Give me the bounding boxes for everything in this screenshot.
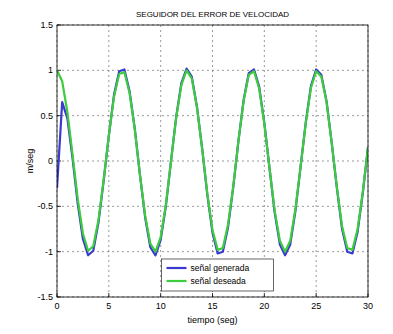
y-grid-line: [57, 251, 368, 252]
x-tick-label: 30: [363, 301, 373, 311]
y-tick-label: -1.5: [37, 292, 53, 302]
series-line: [57, 69, 368, 256]
y-tick-label: -1: [45, 247, 53, 257]
x-tick-label: 0: [54, 301, 59, 311]
y-tick-label: 1: [48, 65, 53, 75]
title: SEGUIDOR DEL ERROR DE VELOCIDAD: [136, 10, 289, 19]
legend-label: señal deseada: [191, 276, 247, 286]
series-line: [57, 70, 368, 251]
x-tick: [264, 293, 265, 297]
x-tick: [316, 293, 317, 297]
x-tick-label: 20: [259, 301, 269, 311]
x-tick-label: 5: [106, 301, 111, 311]
y-tick-label: 0: [48, 156, 53, 166]
plot-area: [57, 25, 368, 297]
y-grid-line: [57, 206, 368, 207]
y-grid-line: [57, 161, 368, 162]
x-grid-line: [160, 25, 161, 297]
x-tick: [160, 293, 161, 297]
y-tick-label: 0.5: [40, 111, 53, 121]
legend-swatch: [167, 267, 187, 269]
y-tick-label: -0.5: [37, 201, 53, 211]
x-tick-label: 10: [156, 301, 166, 311]
series-group: [57, 69, 368, 256]
y-tick-label: 1.5: [40, 20, 53, 30]
y-tick: [57, 251, 61, 252]
legend-swatch: [167, 280, 187, 282]
legend-label: señal generada: [191, 263, 250, 273]
x-tick: [212, 293, 213, 297]
legend-box: [162, 259, 274, 291]
legend: señal generada señal deseada: [162, 259, 274, 291]
plot-frame: [57, 25, 368, 297]
y-axis-label: m/seg: [25, 149, 35, 174]
x-tick-label: 25: [311, 301, 321, 311]
y-grid-line: [57, 115, 368, 116]
y-tick: [57, 206, 61, 207]
x-grid-line: [316, 25, 317, 297]
x-tick-label: 15: [207, 301, 217, 311]
chart: 0 5 10 15 20 25 30 -1.5 -1 -0.5 0 0.5 1 1.5 SEGUIDOR D…: [0, 0, 393, 334]
x-axis-label: tiempo (seg): [187, 315, 237, 325]
grid: [57, 25, 368, 297]
x-tick: [108, 293, 109, 297]
y-grid-line: [57, 70, 368, 71]
